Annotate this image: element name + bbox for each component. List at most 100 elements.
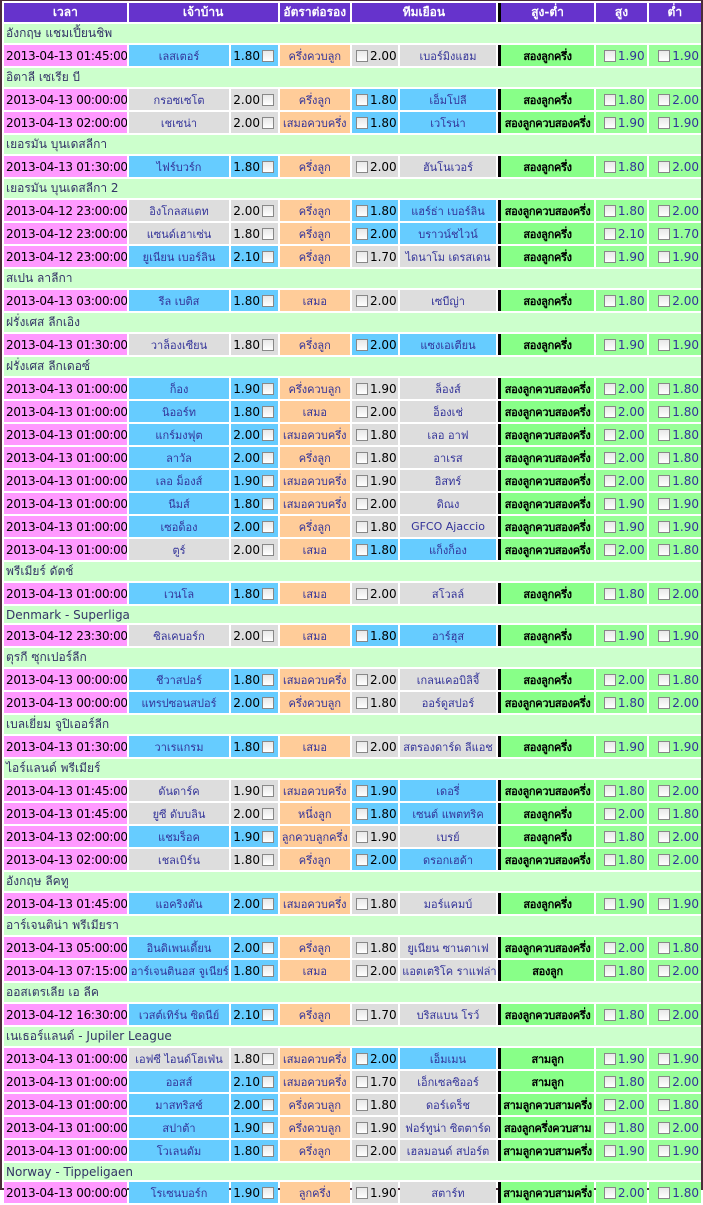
high-odds[interactable]: 1.80 — [596, 1117, 647, 1138]
bet-checkbox[interactable] — [262, 942, 275, 954]
high-odds[interactable]: 2.00 — [596, 447, 647, 468]
home-odds[interactable]: 1.90 — [231, 378, 278, 399]
bet-checkbox[interactable] — [355, 475, 368, 487]
away-odds[interactable]: 1.70 — [351, 246, 399, 267]
home-odds[interactable]: 2.00 — [231, 200, 278, 221]
high-odds[interactable]: 1.90 — [596, 112, 647, 133]
bet-checkbox[interactable] — [262, 406, 275, 418]
high-odds[interactable]: 1.90 — [596, 493, 647, 514]
bet-checkbox[interactable] — [262, 630, 275, 642]
bet-checkbox[interactable] — [355, 785, 368, 797]
home-odds[interactable]: 1.80 — [231, 223, 278, 244]
bet-checkbox[interactable] — [262, 831, 275, 843]
low-odds[interactable]: 1.80 — [648, 539, 701, 560]
away-odds[interactable]: 2.00 — [351, 1140, 399, 1161]
low-odds[interactable]: 1.70 — [648, 223, 701, 244]
bet-checkbox[interactable] — [355, 50, 368, 62]
bet-checkbox[interactable] — [355, 429, 368, 441]
home-odds[interactable]: 1.80 — [231, 493, 278, 514]
high-odds[interactable]: 1.90 — [596, 45, 647, 66]
bet-checkbox[interactable] — [262, 228, 275, 240]
high-odds[interactable]: 1.90 — [596, 516, 647, 537]
low-odds[interactable]: 2.00 — [648, 1117, 701, 1138]
bet-checkbox[interactable] — [603, 697, 616, 709]
bet-checkbox[interactable] — [262, 251, 275, 263]
bet-checkbox[interactable] — [658, 251, 671, 263]
home-odds[interactable]: 1.90 — [231, 470, 278, 491]
bet-checkbox[interactable] — [355, 94, 368, 106]
bet-checkbox[interactable] — [262, 295, 275, 307]
home-odds[interactable]: 1.80 — [231, 401, 278, 422]
bet-checkbox[interactable] — [262, 965, 275, 977]
bet-checkbox[interactable] — [603, 452, 616, 464]
bet-checkbox[interactable] — [658, 1076, 671, 1088]
home-odds[interactable]: 2.00 — [231, 424, 278, 445]
bet-checkbox[interactable] — [658, 429, 671, 441]
away-odds[interactable]: 1.70 — [351, 1071, 399, 1092]
bet-checkbox[interactable] — [355, 452, 368, 464]
bet-checkbox[interactable] — [262, 50, 275, 62]
bet-checkbox[interactable] — [355, 942, 368, 954]
home-odds[interactable]: 2.00 — [231, 89, 278, 110]
away-odds[interactable]: 1.80 — [351, 625, 399, 646]
home-odds[interactable]: 2.00 — [231, 516, 278, 537]
bet-checkbox[interactable] — [603, 94, 616, 106]
bet-checkbox[interactable] — [355, 588, 368, 600]
low-odds[interactable]: 2.00 — [648, 156, 701, 177]
high-odds[interactable]: 1.90 — [596, 893, 647, 914]
home-odds[interactable]: 2.10 — [231, 1004, 278, 1025]
away-odds[interactable]: 1.70 — [351, 1004, 399, 1025]
high-odds[interactable]: 1.80 — [596, 780, 647, 801]
home-odds[interactable]: 1.90 — [231, 780, 278, 801]
bet-checkbox[interactable] — [355, 1099, 368, 1111]
bet-checkbox[interactable] — [262, 898, 275, 910]
away-odds[interactable]: 2.00 — [351, 45, 399, 66]
low-odds[interactable]: 2.00 — [648, 1004, 701, 1025]
away-odds[interactable]: 2.00 — [351, 401, 399, 422]
home-odds[interactable]: 2.00 — [231, 803, 278, 824]
bet-checkbox[interactable] — [262, 1145, 275, 1157]
bet-checkbox[interactable] — [658, 630, 671, 642]
bet-checkbox[interactable] — [355, 339, 368, 351]
low-odds[interactable]: 2.00 — [648, 780, 701, 801]
low-odds[interactable]: 1.80 — [648, 447, 701, 468]
bet-checkbox[interactable] — [603, 898, 616, 910]
bet-checkbox[interactable] — [262, 785, 275, 797]
away-odds[interactable]: 1.80 — [351, 893, 399, 914]
bet-checkbox[interactable] — [658, 1053, 671, 1065]
bet-checkbox[interactable] — [355, 383, 368, 395]
high-odds[interactable]: 2.00 — [596, 539, 647, 560]
low-odds[interactable]: 1.80 — [648, 803, 701, 824]
bet-checkbox[interactable] — [603, 1145, 616, 1157]
home-odds[interactable]: 1.80 — [231, 583, 278, 604]
bet-checkbox[interactable] — [658, 205, 671, 217]
away-odds[interactable]: 1.90 — [351, 470, 399, 491]
away-odds[interactable]: 2.00 — [351, 156, 399, 177]
bet-checkbox[interactable] — [658, 674, 671, 686]
bet-checkbox[interactable] — [355, 161, 368, 173]
high-odds[interactable]: 1.90 — [596, 1140, 647, 1161]
bet-checkbox[interactable] — [355, 1145, 368, 1157]
away-odds[interactable]: 1.80 — [351, 200, 399, 221]
high-odds[interactable]: 2.00 — [596, 1094, 647, 1115]
home-odds[interactable]: 2.00 — [231, 692, 278, 713]
bet-checkbox[interactable] — [603, 475, 616, 487]
away-odds[interactable]: 1.80 — [351, 937, 399, 958]
bet-checkbox[interactable] — [262, 452, 275, 464]
high-odds[interactable]: 1.90 — [596, 625, 647, 646]
high-odds[interactable]: 1.80 — [596, 1071, 647, 1092]
home-odds[interactable]: 1.90 — [231, 1182, 278, 1203]
bet-checkbox[interactable] — [355, 295, 368, 307]
low-odds[interactable]: 2.00 — [648, 1071, 701, 1092]
bet-checkbox[interactable] — [603, 339, 616, 351]
away-odds[interactable]: 1.80 — [351, 424, 399, 445]
bet-checkbox[interactable] — [658, 1187, 671, 1199]
bet-checkbox[interactable] — [603, 498, 616, 510]
bet-checkbox[interactable] — [355, 1009, 368, 1021]
bet-checkbox[interactable] — [603, 50, 616, 62]
bet-checkbox[interactable] — [262, 741, 275, 753]
high-odds[interactable]: 2.00 — [596, 378, 647, 399]
high-odds[interactable]: 2.00 — [596, 937, 647, 958]
high-odds[interactable]: 1.80 — [596, 583, 647, 604]
low-odds[interactable]: 1.90 — [648, 112, 701, 133]
